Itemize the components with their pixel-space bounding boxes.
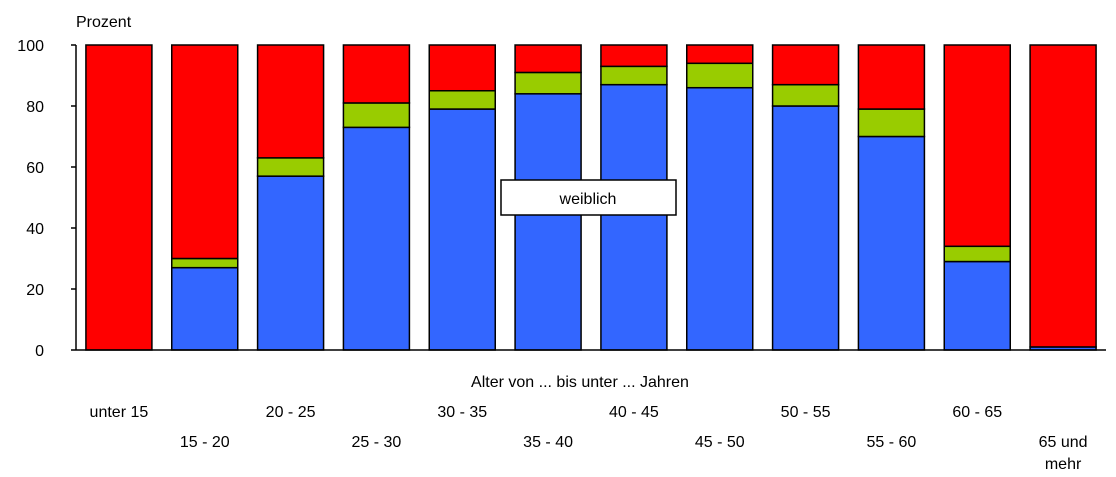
bar-segment-8-3: [686, 44, 754, 65]
x-axis-title: Alter von ... bis unter ... Jahren: [471, 374, 689, 391]
bar-segment-9-2: [771, 83, 840, 107]
bar-segment-2-2: [171, 257, 239, 269]
bar-segment-10-2: [857, 108, 926, 138]
bar-segment-4-2: [342, 102, 411, 129]
x-tick-label: 20 - 25: [266, 404, 316, 421]
x-tick-labels: unter 15 15 - 20 20 - 25 25 - 30 30 - 35 35 -…: [90, 404, 1088, 473]
y-axis-title: Prozent: [76, 14, 132, 31]
bar-segment-5-1: [428, 108, 496, 351]
y-tick-label: 100: [17, 38, 44, 55]
bar-segment-1-3: [85, 44, 153, 351]
bar-segment-7-1: [600, 83, 668, 351]
bar-segment-2-3: [171, 44, 239, 260]
x-tick-label: 30 - 35: [437, 404, 487, 421]
bar-segment-9-3: [771, 44, 840, 86]
x-tick-label: 40 - 45: [609, 404, 659, 421]
bar-segment-8-1: [686, 86, 754, 351]
y-tick-label: 20: [26, 282, 44, 299]
bar-segment-10-1: [857, 135, 926, 351]
bar-segment-12-3: [1029, 44, 1097, 348]
y-tick-label: 60: [26, 160, 44, 177]
x-tick-label: mehr: [1045, 456, 1082, 473]
bar-segment-5-2: [428, 90, 496, 110]
axes-layer: 0 20 40 60 80 100: [17, 38, 1106, 360]
bar-segment-7-2: [600, 65, 668, 86]
bars-layer: [85, 44, 1097, 351]
bar-segment-6-2: [514, 71, 582, 95]
legend-label: weiblich: [559, 191, 617, 208]
bar-segment-10-3: [857, 44, 926, 110]
bar-segment-9-1: [771, 105, 840, 351]
bar-segment-3-3: [256, 44, 325, 159]
bar-segment-4-3: [342, 44, 411, 104]
bar-segment-11-1: [943, 260, 1011, 351]
x-tick-label: 65 und: [1039, 434, 1088, 451]
bar-segment-11-3: [943, 44, 1011, 248]
bar-segment-11-2: [943, 245, 1011, 263]
bar-segment-6-3: [514, 44, 582, 74]
x-tick-label: unter 15: [90, 404, 149, 421]
y-tick-label: 40: [26, 221, 44, 238]
bar-segment-3-1: [256, 175, 325, 351]
bar-segment-5-3: [428, 44, 496, 92]
bar-segment-6-1: [514, 93, 582, 351]
x-tick-label: 60 - 65: [952, 404, 1002, 421]
bar-segment-7-3: [600, 44, 668, 68]
y-tick-label: 0: [35, 343, 44, 360]
x-tick-label: 25 - 30: [352, 434, 402, 451]
x-tick-label: 50 - 55: [781, 404, 831, 421]
bar-segment-2-1: [171, 266, 239, 351]
x-tick-label: 55 - 60: [867, 434, 917, 451]
x-tick-label: 45 - 50: [695, 434, 745, 451]
bar-segment-8-2: [686, 62, 754, 89]
x-tick-label: 15 - 20: [180, 434, 230, 451]
y-tick-label: 80: [26, 99, 44, 116]
legend-box: [500, 179, 677, 216]
bar-segment-4-1: [342, 126, 411, 351]
x-tick-label: 35 - 40: [523, 434, 573, 451]
bar-segment-3-2: [256, 157, 325, 177]
legend: weiblich: [500, 179, 677, 216]
